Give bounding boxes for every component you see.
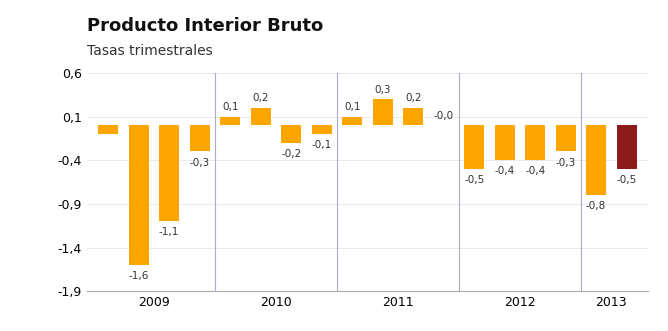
- Bar: [250, 108, 271, 125]
- Bar: [220, 117, 240, 125]
- Bar: [129, 125, 148, 265]
- Bar: [190, 125, 210, 152]
- Text: -0,4: -0,4: [525, 166, 545, 176]
- Bar: [495, 125, 514, 160]
- Text: -0,5: -0,5: [617, 175, 637, 185]
- Text: -0,8: -0,8: [586, 201, 607, 211]
- Text: 0,1: 0,1: [344, 102, 361, 112]
- Bar: [617, 125, 637, 169]
- Text: 0,2: 0,2: [405, 93, 422, 103]
- Text: 0,1: 0,1: [222, 102, 238, 112]
- Text: Producto Interior Bruto: Producto Interior Bruto: [87, 17, 323, 35]
- Bar: [281, 125, 301, 143]
- Bar: [373, 99, 393, 125]
- Text: -0,3: -0,3: [190, 158, 210, 167]
- Text: -0,2: -0,2: [281, 149, 301, 159]
- Text: -1,1: -1,1: [159, 227, 180, 237]
- Bar: [464, 125, 484, 169]
- Text: -0,5: -0,5: [464, 175, 484, 185]
- Bar: [312, 125, 331, 134]
- Bar: [342, 117, 362, 125]
- Text: -0,0: -0,0: [434, 111, 454, 121]
- Text: -0,3: -0,3: [556, 158, 576, 167]
- Text: -1,6: -1,6: [128, 271, 149, 281]
- Bar: [556, 125, 576, 152]
- Text: -0,1: -0,1: [311, 140, 332, 150]
- Bar: [159, 125, 179, 221]
- Text: -0,4: -0,4: [494, 166, 515, 176]
- Text: Tasas trimestrales: Tasas trimestrales: [87, 44, 212, 58]
- Text: 0,2: 0,2: [253, 93, 269, 103]
- Bar: [525, 125, 545, 160]
- Text: 0,3: 0,3: [374, 85, 391, 95]
- Bar: [587, 125, 606, 195]
- Bar: [98, 125, 118, 134]
- Bar: [403, 108, 423, 125]
